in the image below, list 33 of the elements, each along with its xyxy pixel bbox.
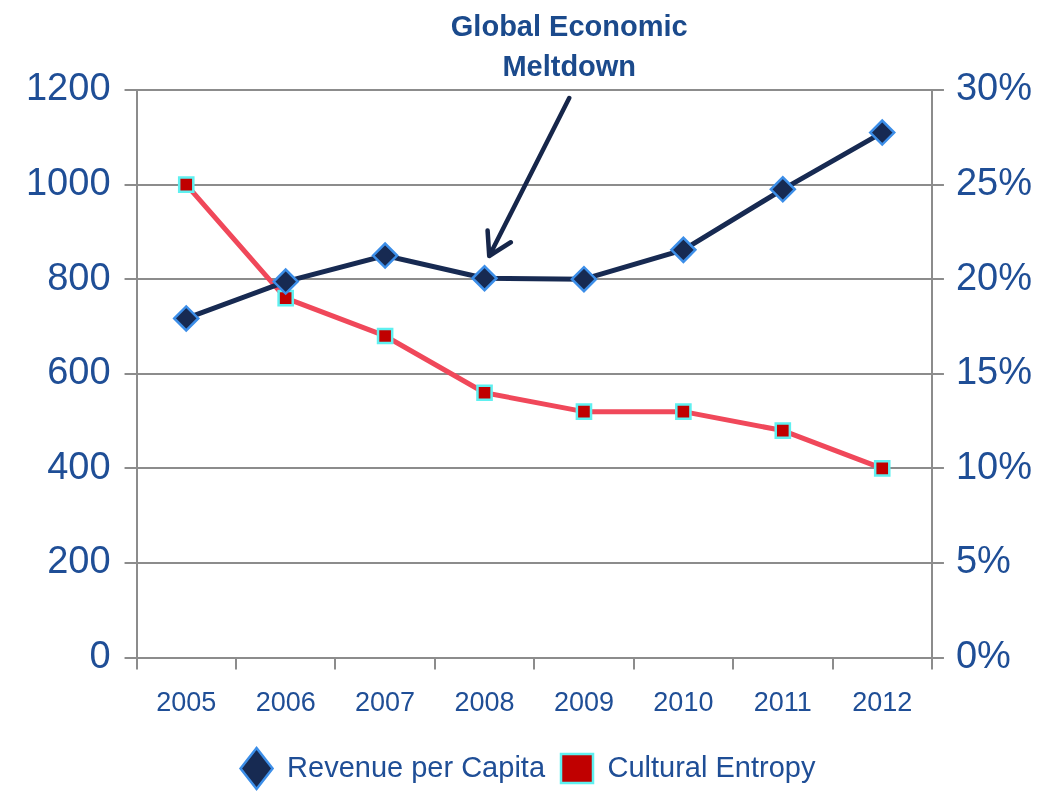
x-tick-label: 2005 bbox=[156, 687, 217, 718]
y2-tick-label: 20% bbox=[955, 255, 1033, 298]
y2-tick-label: 10% bbox=[955, 444, 1033, 487]
x-tick-label: 2009 bbox=[553, 687, 614, 718]
y-tick-label: 200 bbox=[47, 539, 111, 582]
legend-label: Revenue per Capita bbox=[287, 750, 546, 783]
point bbox=[272, 268, 299, 295]
text: Global Economic Meltdown bbox=[449, 9, 689, 84]
y2-tick-label: 0% bbox=[955, 634, 1011, 677]
point bbox=[570, 265, 598, 293]
y-tick-label: 800 bbox=[47, 255, 111, 298]
y-tick-label: 600 bbox=[47, 350, 111, 393]
x-tick-label: 2011 bbox=[753, 687, 812, 718]
point bbox=[670, 236, 697, 264]
x-tick-label: 2008 bbox=[454, 687, 515, 718]
point bbox=[371, 242, 399, 269]
y-tick-label: 1200 bbox=[25, 66, 111, 109]
y-tick-label: 400 bbox=[47, 444, 111, 487]
x-tick-label: 2007 bbox=[355, 687, 416, 718]
y2-tick-label: 15% bbox=[955, 350, 1033, 393]
x-tick-label: 2006 bbox=[255, 687, 316, 718]
point bbox=[769, 176, 797, 203]
y2-tick-label: 25% bbox=[955, 161, 1033, 204]
y2-tick-label: 30% bbox=[955, 66, 1033, 109]
y2-tick-label: 5% bbox=[955, 539, 1011, 582]
y-tick-label: 1000 bbox=[25, 161, 111, 204]
x-tick-label: 2012 bbox=[852, 687, 913, 718]
legend-label: Cultural Entropy bbox=[607, 750, 816, 783]
y-tick-label: 0 bbox=[89, 634, 111, 677]
x-tick-label: 2010 bbox=[653, 687, 714, 718]
point bbox=[471, 265, 498, 292]
point bbox=[868, 119, 896, 146]
point bbox=[173, 305, 200, 332]
